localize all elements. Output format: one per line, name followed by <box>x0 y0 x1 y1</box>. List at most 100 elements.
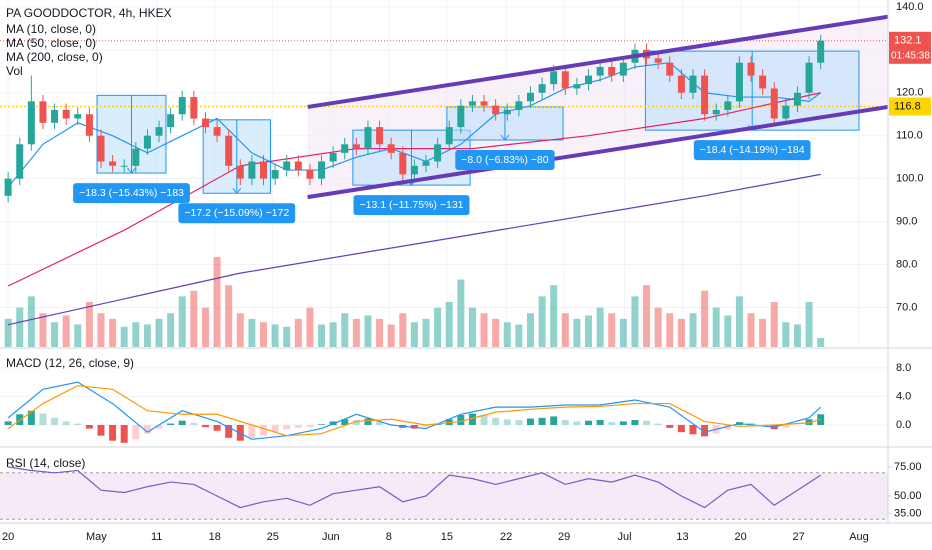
x-tick-label: 8 <box>386 531 392 543</box>
volume-bar <box>666 313 674 347</box>
candle-body <box>167 114 175 128</box>
macd-histogram-bar <box>747 422 755 425</box>
candle-body <box>27 101 35 145</box>
volume-bar <box>550 285 558 347</box>
macd-histogram-bar <box>585 420 593 425</box>
volume-bar <box>329 322 337 347</box>
volume-bar <box>132 322 140 347</box>
measure-arrowhead <box>500 134 510 141</box>
candle-body <box>434 144 442 162</box>
macd-histogram-bar <box>782 425 790 428</box>
candle-body <box>550 71 558 85</box>
candle-body <box>619 62 627 76</box>
x-tick-label: 18 <box>209 531 221 543</box>
volume-bar <box>759 318 767 347</box>
macd-histogram-bar <box>271 425 279 433</box>
macd-histogram-bar <box>178 420 186 425</box>
candle-body <box>39 101 47 123</box>
volume-bar <box>735 296 743 347</box>
candle-body <box>817 40 825 63</box>
macd-histogram-bar <box>631 420 639 425</box>
candle-body <box>608 66 616 76</box>
macd-histogram-bar <box>515 420 523 425</box>
candle-body <box>294 161 302 171</box>
measure-label-box <box>178 203 296 224</box>
candle-body <box>666 62 674 76</box>
candle-body <box>62 109 70 119</box>
volume-bar <box>480 313 488 347</box>
candle-body <box>74 114 82 119</box>
macd-histogram-bar <box>213 425 221 431</box>
legend-entry: Vol <box>6 64 23 78</box>
candle-body <box>341 144 349 153</box>
candle-body <box>445 127 453 145</box>
measure-arrowhead <box>232 187 242 195</box>
macd-histogram-bar <box>62 421 70 425</box>
macd-histogram-bar <box>39 413 47 425</box>
macd-line <box>7 381 822 440</box>
x-tick-label: Jul <box>617 531 631 543</box>
volume-bar <box>643 285 651 347</box>
x-tick-label: 11 <box>151 531 162 543</box>
volume-bar <box>573 318 581 347</box>
macd-histogram-bar <box>364 418 372 425</box>
last-price-box <box>889 31 931 64</box>
macd-histogram-bar <box>538 417 546 425</box>
candle-body <box>677 75 685 93</box>
x-tick-label: 27 <box>792 531 804 543</box>
candle-body <box>410 165 418 175</box>
volume-bar <box>341 313 349 347</box>
candle-body <box>132 148 140 166</box>
moving-average <box>7 173 821 326</box>
volume-bar <box>178 296 186 347</box>
measure-label-box <box>353 195 470 216</box>
x-tick-label: 20 <box>2 531 14 543</box>
macd-histogram-bar <box>143 425 151 434</box>
volume-bar <box>352 318 360 347</box>
volume-bar <box>457 279 465 347</box>
macd-histogram-bar <box>120 425 128 443</box>
y-tick-label: 8.0 <box>896 362 911 374</box>
volume-bar <box>143 324 151 347</box>
legend-entry: MA (50, close, 0) <box>6 36 96 50</box>
candle-body <box>654 58 662 63</box>
volume-bar <box>817 338 825 347</box>
candle-body <box>480 101 488 106</box>
macd-histogram-bar <box>573 421 581 425</box>
volume-bar <box>445 302 453 347</box>
candle-body <box>515 101 523 110</box>
volume-bar <box>387 324 395 347</box>
candle-body <box>503 109 511 115</box>
volume-bar <box>422 318 430 347</box>
pane-title: RSI (14, close) <box>6 456 85 470</box>
macd-histogram-bar <box>643 420 651 425</box>
candle-body <box>213 127 221 136</box>
candle-body <box>457 105 465 128</box>
volume-bar <box>619 318 627 347</box>
macd-histogram-bar <box>596 420 604 425</box>
signal-line <box>7 385 821 437</box>
legend-entry: MA (200, close, 0) <box>6 50 103 64</box>
macd-histogram-bar <box>457 415 465 425</box>
macd-histogram-bar <box>724 425 732 430</box>
volume-bar <box>167 313 175 347</box>
candle-body <box>747 62 755 76</box>
measure-label: −13.1 (−11.75%) −131 <box>359 199 463 211</box>
volume-bar <box>712 307 720 347</box>
macd-histogram-bar <box>190 422 198 425</box>
volume-bar <box>608 313 616 347</box>
volume-bar <box>701 290 709 347</box>
candle-body <box>399 152 407 175</box>
volume-bar <box>294 318 302 347</box>
macd-histogram-bar <box>51 417 59 425</box>
y-tick-label: 70.0 <box>896 301 917 313</box>
volume-bar <box>503 322 511 347</box>
volume-bar <box>236 313 244 347</box>
candle-body <box>283 161 291 171</box>
volume-bar <box>306 307 314 347</box>
volume-bar <box>248 318 256 347</box>
macd-histogram-bar <box>318 424 326 425</box>
volume-bar <box>782 322 790 347</box>
x-tick-label: Jun <box>322 531 340 543</box>
